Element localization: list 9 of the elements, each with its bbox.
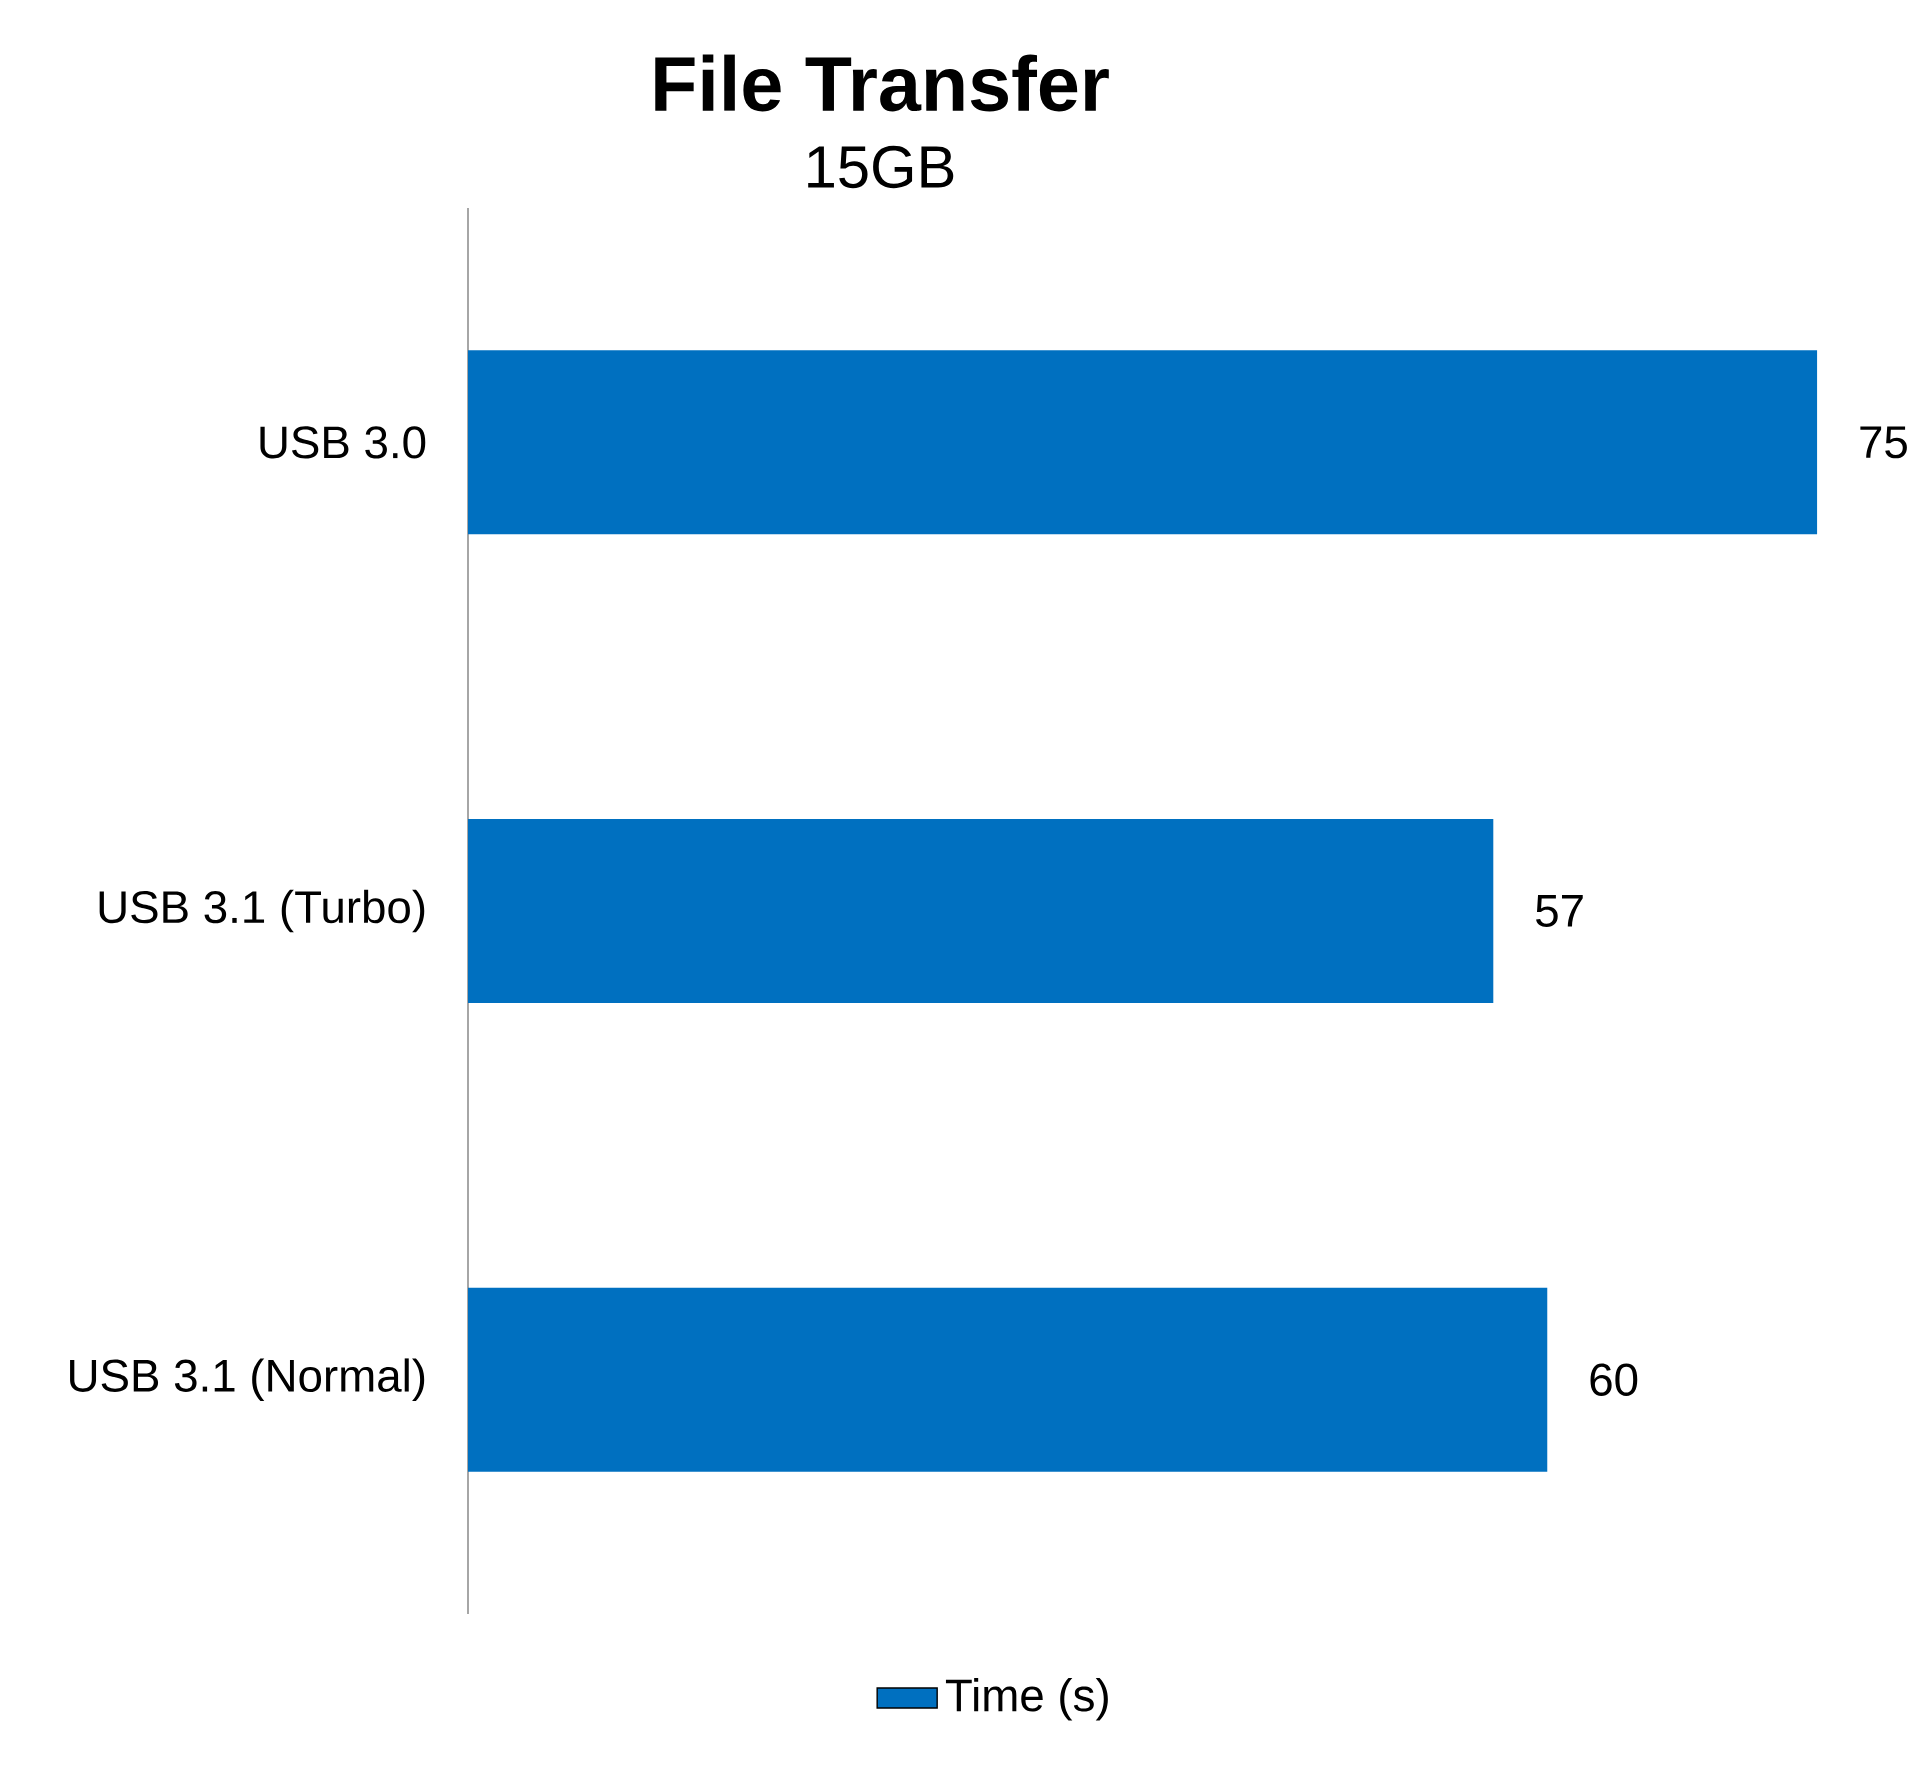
y-tick-label: USB 3.1 (Normal) <box>70 1358 425 1402</box>
chart-subtitle: 15GB <box>808 145 954 189</box>
data-label: 57 <box>1536 895 1583 927</box>
data-label: 75 <box>1860 426 1907 459</box>
data-label: 60 <box>1590 1363 1638 1396</box>
legend-label: Time (s) <box>945 1678 1108 1721</box>
y-tick-label: USB 3.0 <box>260 426 426 459</box>
y-tick-label: USB 3.1 (Turbo) <box>99 889 425 933</box>
chart-title: File Transfer <box>655 54 1109 112</box>
